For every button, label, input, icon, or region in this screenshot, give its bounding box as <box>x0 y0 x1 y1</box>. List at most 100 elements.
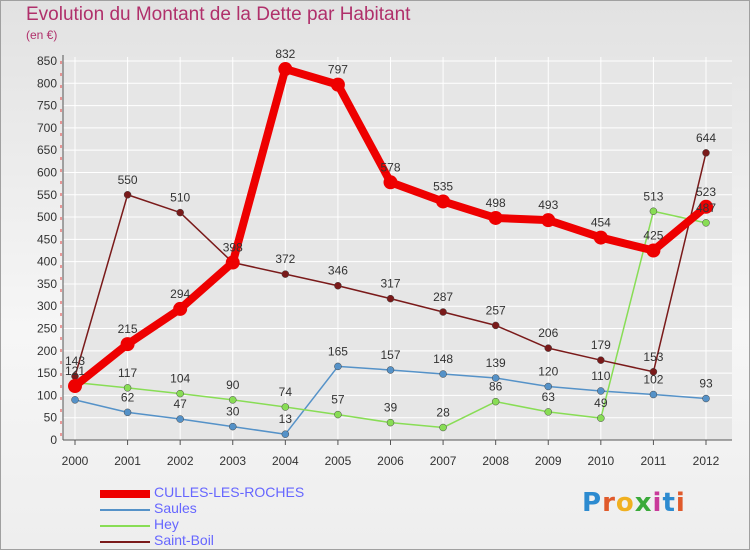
data-point <box>71 396 79 404</box>
logo-letter: x <box>634 488 653 518</box>
x-tick-label: 2006 <box>377 454 404 468</box>
data-label: 102 <box>643 373 663 387</box>
data-label: 493 <box>538 198 558 212</box>
data-point <box>544 344 552 352</box>
data-label: 74 <box>279 385 293 399</box>
proxiti-logo: Proxiti <box>582 488 686 518</box>
data-point <box>68 379 82 394</box>
data-point <box>176 208 184 217</box>
data-point <box>491 374 500 382</box>
y-tick-label: 150 <box>37 366 57 380</box>
data-point <box>541 213 556 228</box>
data-label: 294 <box>170 287 190 301</box>
plot-area <box>63 57 732 440</box>
data-point <box>229 396 237 404</box>
data-point <box>649 207 658 216</box>
data-label: 93 <box>699 377 713 391</box>
data-label: 165 <box>328 344 348 358</box>
data-point <box>597 387 605 395</box>
data-label: 487 <box>696 201 716 215</box>
data-label: 153 <box>643 350 663 364</box>
y-tick-label: 300 <box>37 299 57 313</box>
data-point <box>120 337 135 352</box>
y-tick-label: 750 <box>37 99 57 113</box>
data-point <box>597 414 605 422</box>
data-point <box>488 210 503 225</box>
data-point <box>334 410 342 419</box>
chart-title: Evolution du Montant de la Dette par Hab… <box>26 4 411 25</box>
data-label: 121 <box>65 364 85 378</box>
x-tick-label: 2008 <box>482 454 509 468</box>
data-label: 398 <box>223 241 243 255</box>
data-point <box>386 294 395 303</box>
data-label: 13 <box>279 412 293 426</box>
data-label: 139 <box>486 356 506 370</box>
series-hey <box>71 207 710 432</box>
y-tick-label: 800 <box>37 76 57 90</box>
data-label: 287 <box>433 290 453 304</box>
data-point <box>225 255 240 270</box>
logo-letter: t <box>662 488 676 518</box>
data-point <box>330 77 345 92</box>
data-point <box>334 281 342 290</box>
y-tick-label: 700 <box>37 121 57 135</box>
data-label: 346 <box>328 264 348 278</box>
data-point <box>123 408 132 417</box>
data-label: 49 <box>594 396 608 410</box>
data-label: 523 <box>696 185 716 199</box>
series-saules <box>71 362 710 438</box>
x-tick-label: 2011 <box>641 454 667 468</box>
y-tick-label: 600 <box>37 165 57 179</box>
data-point <box>699 199 713 214</box>
data-label: 86 <box>489 380 503 394</box>
data-point <box>281 270 290 278</box>
y-tick-label: 400 <box>37 255 57 269</box>
data-point <box>281 430 290 438</box>
logo-letter: i <box>675 488 686 518</box>
x-tick-label: 2005 <box>325 454 352 468</box>
x-tick-label: 2001 <box>114 454 141 468</box>
data-label: 513 <box>643 189 663 203</box>
data-point <box>383 175 398 190</box>
data-point <box>702 219 710 227</box>
data-label: 317 <box>380 277 400 291</box>
data-point <box>386 366 395 374</box>
logo-letter: i <box>652 488 663 518</box>
data-point <box>544 382 552 391</box>
data-label: 644 <box>696 131 716 145</box>
data-label: 535 <box>433 179 453 193</box>
y-tick-label: 50 <box>44 411 58 425</box>
y-tick-label: 350 <box>37 277 57 291</box>
data-label: 206 <box>538 326 558 340</box>
y-tick-label: 250 <box>37 322 57 336</box>
data-point <box>436 194 451 209</box>
y-tick-label: 450 <box>37 232 57 246</box>
legend-label: Saint-Boil <box>154 532 214 548</box>
data-label: 39 <box>384 401 398 415</box>
data-point <box>649 390 658 399</box>
data-point <box>439 370 447 378</box>
y-tick-label: 100 <box>37 388 57 402</box>
data-label: 30 <box>226 405 240 419</box>
legend-label: Hey <box>154 516 179 532</box>
data-label: 117 <box>118 366 137 380</box>
series-saint-boil <box>71 149 710 380</box>
data-point <box>176 389 184 398</box>
data-point <box>176 415 184 423</box>
legend-label: CULLES-LES-ROCHES <box>154 484 305 500</box>
data-point <box>491 397 500 406</box>
legend-label: Saules <box>154 500 197 516</box>
data-label: 797 <box>328 63 348 77</box>
x-tick-label: 2000 <box>62 454 89 468</box>
data-label: 215 <box>118 322 138 336</box>
data-label: 372 <box>275 252 295 266</box>
data-point <box>386 418 395 427</box>
data-label: 28 <box>436 406 450 420</box>
data-label: 120 <box>538 364 558 378</box>
data-label: 110 <box>591 369 610 383</box>
data-label: 148 <box>433 352 453 366</box>
y-tick-label: 550 <box>37 188 57 202</box>
x-tick-label: 2010 <box>587 454 614 468</box>
x-tick-label: 2004 <box>272 454 299 468</box>
